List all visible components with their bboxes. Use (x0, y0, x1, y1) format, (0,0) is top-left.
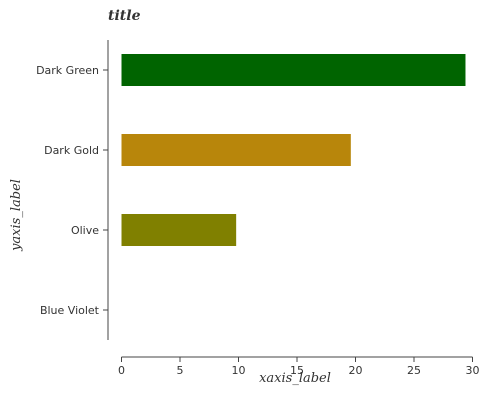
x-tick-label: 10 (232, 364, 246, 377)
x-tick-label: 0 (118, 364, 125, 377)
y-axis: Blue Violet Olive Dark Gold Dark Green (36, 40, 109, 340)
x-axis: 0 5 10 15 20 25 30 (118, 356, 480, 377)
bar-dark-gold (121, 134, 351, 166)
bar-dark-green (121, 54, 466, 86)
x-tick-label: 20 (349, 364, 363, 377)
x-tick-label: 30 (466, 364, 480, 377)
bars-group (121, 54, 466, 246)
y-tick-label: Blue Violet (40, 304, 100, 317)
y-tick-label: Dark Green (36, 64, 99, 77)
bar-olive (121, 214, 237, 246)
y-tick-label: Dark Gold (44, 144, 99, 157)
x-tick-label: 15 (290, 364, 304, 377)
y-axis-title: yaxis_label (9, 179, 24, 252)
x-tick-label: 5 (177, 364, 184, 377)
x-tick-label: 25 (407, 364, 421, 377)
chart-title: title (108, 8, 141, 24)
x-axis-title: xaxis_label (259, 371, 331, 386)
y-tick-label: Olive (71, 224, 99, 237)
